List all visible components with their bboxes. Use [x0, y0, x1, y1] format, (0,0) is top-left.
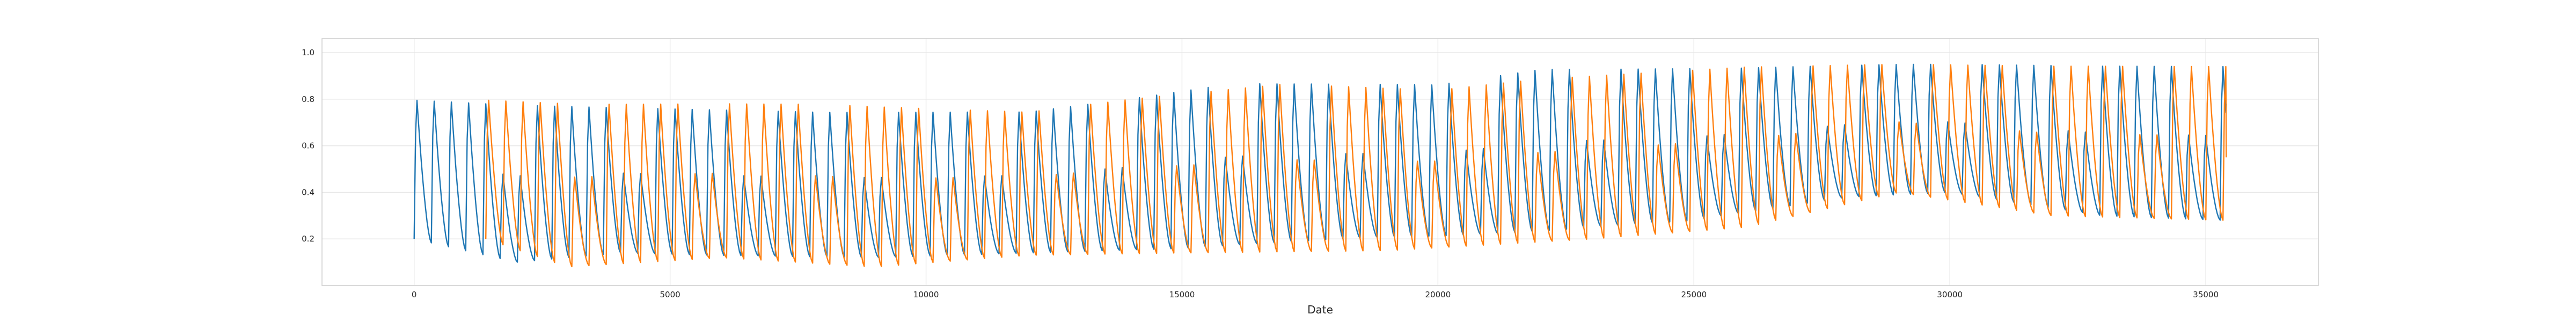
y-tick-label: 0.4: [302, 187, 314, 197]
x-tick-label: 25000: [1681, 290, 1707, 299]
series-lines: [413, 63, 2227, 267]
x-tick-label: 10000: [913, 290, 939, 299]
series-line-1: [413, 63, 2227, 263]
grid-lines: [322, 39, 2318, 286]
y-tick-label: 0.2: [302, 234, 314, 244]
series-line-2: [485, 64, 2227, 267]
tick-labels: 0 5000 10000 15000 20000 25000 30000 35000 0.2 0.…: [302, 48, 2219, 299]
x-tick-label: 20000: [1425, 290, 1451, 299]
x-tick-label: 35000: [2193, 290, 2219, 299]
x-tick-label: 5000: [660, 290, 680, 299]
x-tick-label: 30000: [1937, 290, 1963, 299]
x-axis-label: Date: [1307, 303, 1333, 316]
x-tick-label: 0: [412, 290, 417, 299]
x-tick-label: 15000: [1169, 290, 1195, 299]
y-tick-label: 0.6: [302, 141, 314, 151]
y-tick-label: 1.0: [302, 48, 314, 57]
y-tick-label: 0.8: [302, 94, 314, 104]
plot-frame: [321, 38, 2319, 286]
